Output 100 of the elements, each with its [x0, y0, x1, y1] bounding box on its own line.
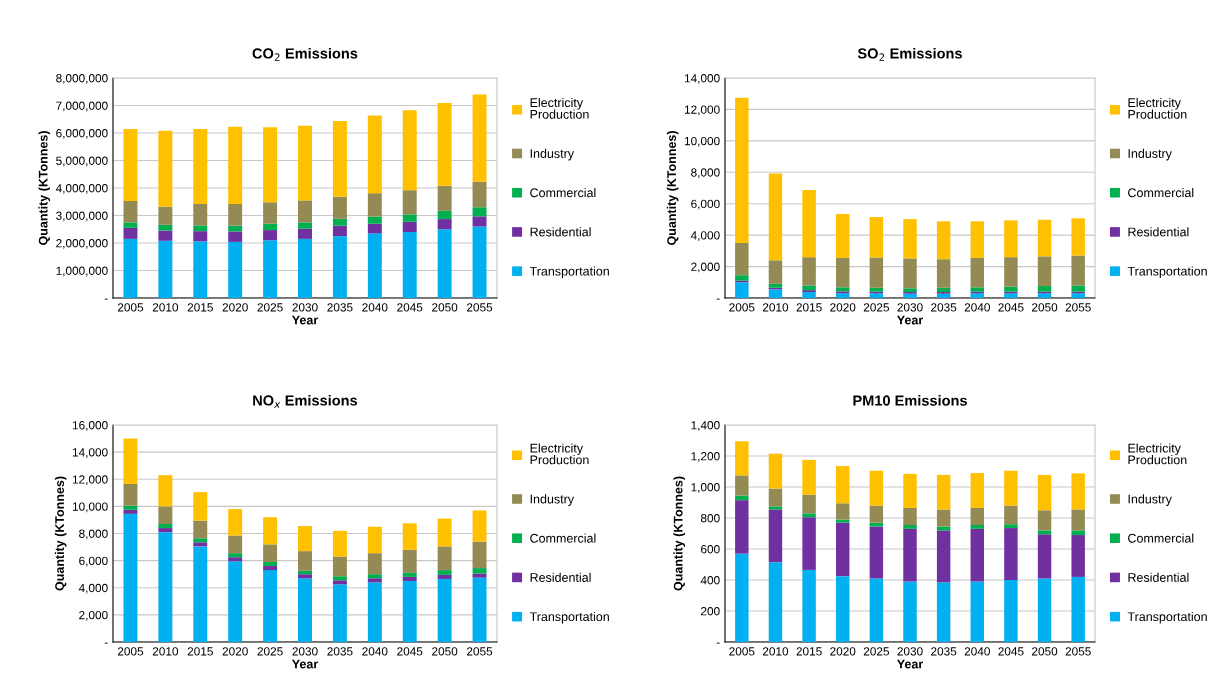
bar: [472, 181, 487, 208]
bar: [193, 128, 208, 204]
bar: [936, 530, 951, 583]
bar: [472, 568, 487, 574]
bar: [936, 287, 951, 293]
bar: [158, 230, 173, 241]
x-tick-label: 2015: [796, 303, 822, 312]
legend-label: Industry: [1128, 494, 1172, 506]
bar: [158, 240, 173, 298]
y-axis-title: Quantity (KTonnes): [38, 131, 51, 245]
bar: [332, 236, 347, 298]
bar: [836, 522, 850, 577]
y-tick-label: 14,000: [72, 448, 108, 458]
legend-label: Residential: [1128, 572, 1189, 582]
bar: [735, 441, 749, 476]
bar: [472, 226, 487, 298]
x-tick-label: 2025: [257, 647, 283, 656]
bar: [1071, 285, 1085, 292]
bar: [1004, 257, 1018, 287]
bar: [1037, 578, 1052, 642]
bar: [1071, 255, 1085, 286]
bar: [768, 509, 783, 563]
bar: [903, 288, 917, 293]
bar: [768, 453, 783, 489]
y-tick-label: 600: [701, 545, 720, 554]
bar: [1004, 580, 1018, 642]
x-tick-label: 2050: [1032, 647, 1058, 656]
bar: [472, 207, 487, 217]
bar: [802, 569, 816, 642]
bar: [437, 210, 452, 220]
y-tick-label: 1,000,000: [56, 266, 108, 277]
bar: [768, 488, 783, 507]
y-tick-label: 2,000,000: [56, 239, 108, 249]
x-tick-label: 2035: [931, 647, 957, 656]
bar: [193, 492, 208, 521]
y-tick-label: -: [716, 298, 720, 300]
bar: [903, 581, 917, 642]
bar: [1004, 470, 1018, 506]
bar: [836, 257, 850, 288]
bar: [402, 576, 417, 581]
bar: [903, 473, 917, 508]
bar: [936, 474, 951, 510]
bar: [768, 260, 783, 284]
y-tick-label: 10,000: [72, 502, 108, 513]
bar: [367, 578, 382, 583]
x-tick-label: 2025: [257, 303, 283, 312]
bar: [802, 517, 816, 570]
bar: [970, 528, 984, 582]
bar: [332, 580, 347, 585]
bar: [1037, 534, 1052, 579]
y-axis-title: Quantity (KTonnes): [666, 131, 679, 245]
y-tick-label: 4,000: [690, 231, 720, 241]
bar: [367, 223, 382, 234]
bar: [263, 230, 278, 241]
chart-title: SO$_{2}$ Emissions: [857, 47, 962, 61]
bar: [768, 562, 783, 642]
bar: [768, 506, 783, 510]
x-tick-label: 2040: [964, 647, 990, 656]
y-tick-label: 7,000,000: [56, 101, 108, 112]
y-tick-label: 16,000: [72, 421, 108, 431]
y-tick-label: 1,200: [691, 452, 720, 462]
legend-label: Commercial: [530, 533, 596, 543]
y-tick-label: 8,000,000: [56, 74, 108, 84]
bar: [903, 507, 917, 525]
bar: [802, 459, 816, 495]
bar: [123, 509, 138, 514]
x-tick-label: 2045: [397, 303, 423, 312]
bar: [228, 557, 243, 562]
bar: [869, 505, 884, 523]
bar: [970, 287, 984, 292]
legend-label: Transportation: [529, 266, 609, 279]
x-tick-label: 2050: [432, 303, 458, 312]
chart-title: CO$_{2}$ Emissions: [252, 47, 358, 61]
bar: [228, 509, 243, 536]
x-axis-title: Year: [897, 315, 924, 325]
bar: [1037, 256, 1052, 287]
bar: [367, 574, 382, 579]
bar: [437, 185, 452, 211]
bar: [332, 556, 347, 577]
bar: [437, 574, 452, 579]
bar: [367, 216, 382, 224]
legend-label: Industry: [530, 148, 575, 161]
bar: [367, 193, 382, 217]
bar: [869, 293, 884, 298]
y-tick-label: 200: [701, 607, 720, 616]
bar: [158, 528, 173, 533]
bar: [402, 190, 417, 215]
x-tick-label: 2020: [222, 647, 248, 656]
bar: [158, 224, 173, 231]
y-tick-label: 400: [700, 576, 720, 585]
bar: [1071, 293, 1085, 298]
bar: [1004, 293, 1018, 298]
bar: [903, 293, 917, 298]
bar: [332, 225, 347, 237]
bar: [735, 282, 749, 298]
y-tick-label: 1,400: [691, 421, 720, 431]
x-tick-label: 2035: [327, 647, 353, 656]
bar: [402, 549, 417, 573]
bar: [1037, 219, 1052, 257]
y-tick-label: 6,000: [691, 199, 720, 210]
